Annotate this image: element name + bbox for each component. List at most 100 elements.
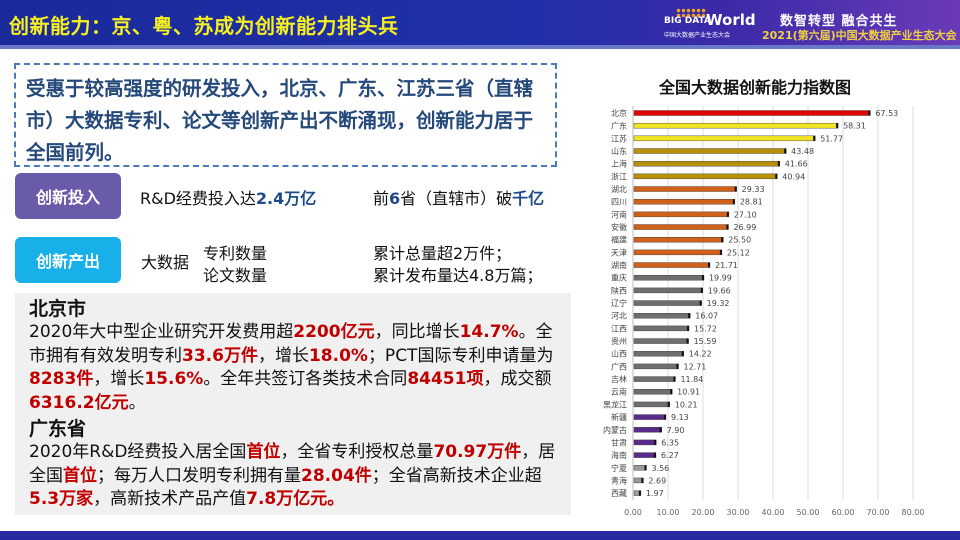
bar <box>633 287 704 294</box>
data-label: 15.72 <box>694 324 717 333</box>
paragraph-text: ，成交额 <box>483 369 552 389</box>
bar-end-cap <box>784 148 787 154</box>
data-label: 19.99 <box>709 274 732 283</box>
bar-end-cap <box>644 465 647 471</box>
x-tick-label: 50.00 <box>797 508 820 517</box>
category-label: 江西 <box>611 324 627 333</box>
x-tick-label: 30.00 <box>727 508 750 517</box>
bar-end-cap <box>719 249 722 255</box>
highlight-value: 70.97万件 <box>433 442 522 462</box>
highlight-value: 首位 <box>63 465 97 486</box>
category-label: 河南 <box>611 209 627 219</box>
data-label: 27.10 <box>734 210 757 219</box>
x-tick-label: 10.00 <box>657 508 680 517</box>
category-label: 广东 <box>611 121 627 131</box>
bar <box>633 262 711 268</box>
bar <box>633 110 871 116</box>
category-label: 陕西 <box>611 285 627 295</box>
data-label: 19.66 <box>708 286 731 295</box>
bar <box>633 427 662 433</box>
data-label: 58.31 <box>843 122 866 131</box>
category-label: 海南 <box>611 450 627 460</box>
bar <box>633 325 690 332</box>
category-label: 安徽 <box>611 222 627 232</box>
guangdong-heading: 广东省 <box>29 418 87 440</box>
x-tick-label: 80.00 <box>902 508 925 517</box>
data-label: 2.69 <box>648 476 666 485</box>
top6-text: 前6省（直辖市）破千亿 <box>373 185 544 209</box>
category-label: 北京 <box>611 108 627 118</box>
x-tick-label: 40.00 <box>762 508 785 517</box>
highlight-value: 33.6万件 <box>182 345 258 366</box>
top6-middle: 省（直辖市）破 <box>400 189 513 208</box>
logo-world-text: World <box>706 11 756 29</box>
bar <box>633 351 684 357</box>
guangdong-paragraph: 2020年R&D经费投入居全国首位，全省专利授权总量70.97万件，居全国首位；… <box>29 441 557 512</box>
bar-end-cap <box>687 325 690 331</box>
category-label: 重庆 <box>611 273 627 283</box>
highlight-value: 84451项 <box>407 369 484 389</box>
bar <box>633 313 691 319</box>
paragraph-text: ；PCT国际专利申请量为 <box>367 345 554 366</box>
bar-end-cap <box>686 338 689 344</box>
top6-value: 千亿 <box>512 189 545 208</box>
output-paper-label: 论文数量 <box>203 266 268 285</box>
bar-end-cap <box>663 414 666 420</box>
category-label: 山东 <box>611 146 627 156</box>
header-banner: 创新能力：京、粤、苏成为创新能力排头兵 BIG DATA World 中国大数据… <box>0 0 960 45</box>
paragraph-text: 。 <box>128 392 146 413</box>
bar-end-cap <box>681 351 684 357</box>
category-label: 上海 <box>611 159 627 169</box>
highlight-value: 14.7% <box>459 322 519 342</box>
bar <box>633 173 778 180</box>
bar-end-cap <box>700 287 703 293</box>
data-label: 67.53 <box>875 109 898 118</box>
x-tick-label: 60.00 <box>832 508 855 517</box>
header-divider <box>0 45 960 49</box>
bar-end-cap <box>673 376 676 382</box>
bar-end-cap <box>670 389 673 395</box>
output-paper-value: 累计发布量达4.8万篇； <box>373 266 543 285</box>
category-label: 贵州 <box>611 336 627 346</box>
paragraph-text: ，增长 <box>93 369 145 389</box>
top6-number: 6 <box>389 189 401 208</box>
category-label: 江苏 <box>611 133 627 143</box>
bar <box>633 490 642 496</box>
highlight-value: 5.3万家 <box>29 489 94 509</box>
bar <box>633 198 736 205</box>
bar <box>633 300 702 306</box>
data-label: 29.33 <box>742 185 765 194</box>
data-label: 10.91 <box>677 388 700 397</box>
bar <box>633 275 705 281</box>
bar-end-cap <box>726 211 729 217</box>
data-label: 15.59 <box>694 337 717 346</box>
data-label: 43.48 <box>791 147 814 156</box>
bar <box>633 338 689 344</box>
highlight-value: 首位 <box>246 442 281 462</box>
bar-end-cap <box>676 363 679 369</box>
data-label: 21.71 <box>715 261 738 270</box>
province-detail-panel: 北京市 2020年大中型企业研究开发费用超2200亿元，同比增长14.7%。全市… <box>15 293 571 515</box>
bar-end-cap <box>721 237 724 243</box>
bar-end-cap <box>836 123 839 129</box>
paragraph-text: ，全省专利授权总量 <box>280 442 434 462</box>
paragraph-text: 2020年R&D经费投入居全国 <box>29 442 247 462</box>
paragraph-text: ，高新技术产品产值 <box>93 489 247 509</box>
beijing-heading: 北京市 <box>29 298 87 320</box>
paragraph-text: 。全年共签订各类技术合同 <box>203 369 408 389</box>
logo-dots-icon <box>676 8 706 18</box>
output-patent-value: 累计总量超2万件； <box>373 244 512 263</box>
bar <box>633 122 839 129</box>
page-title: 创新能力：京、粤、苏成为创新能力排头兵 <box>9 14 399 38</box>
data-label: 3.56 <box>651 464 669 473</box>
logo-big-text: BIG DATA <box>664 16 711 26</box>
highlight-value: 7.8万亿元。 <box>246 489 345 509</box>
bar <box>633 236 724 243</box>
logo-subtitle: 中国大数据产业生态大会 <box>664 32 731 39</box>
category-label: 山西 <box>611 349 627 359</box>
big-data-world-logo: BIG DATA World 中国大数据产业生态大会 <box>664 8 776 40</box>
bar-end-cap <box>659 427 662 433</box>
data-label: 6.27 <box>661 451 679 460</box>
bar-end-cap <box>775 173 778 179</box>
bar-end-cap <box>868 110 871 116</box>
